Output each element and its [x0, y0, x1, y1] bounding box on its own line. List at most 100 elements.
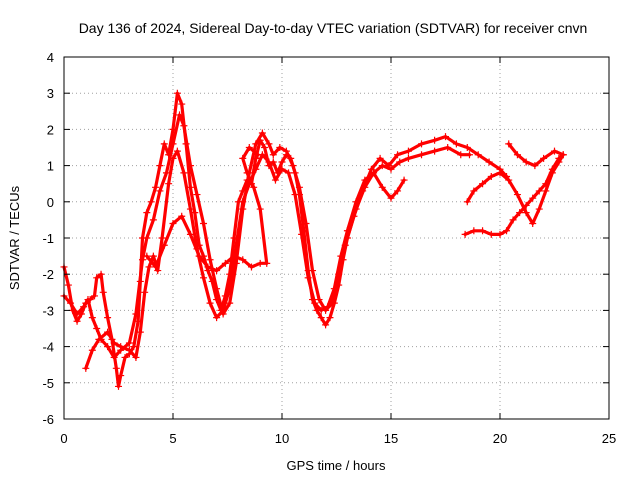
data-point [256, 259, 264, 267]
data-point [258, 129, 266, 137]
data-point [147, 198, 155, 206]
data-point [226, 285, 234, 293]
y-tick-label: -4 [42, 340, 54, 355]
x-tick-label: 5 [169, 431, 176, 446]
data-point [156, 162, 164, 170]
data-point [265, 158, 273, 166]
data-point [178, 100, 186, 108]
data-series [60, 89, 567, 390]
data-point [322, 321, 330, 329]
data-point [125, 346, 133, 354]
data-point [152, 263, 160, 271]
data-point [496, 169, 504, 177]
x-axis-label: GPS time / hours [287, 458, 386, 473]
data-point [99, 288, 107, 296]
data-point [516, 209, 524, 217]
data-point [470, 187, 478, 195]
data-point [91, 292, 99, 300]
data-point [315, 296, 323, 304]
data-point [542, 187, 550, 195]
data-point [503, 227, 511, 235]
data-point [378, 162, 386, 170]
y-tick-label: 1 [47, 159, 54, 174]
data-point [180, 169, 188, 177]
data-point [343, 227, 351, 235]
data-point [278, 165, 286, 173]
data-point [282, 147, 290, 155]
data-point [463, 144, 471, 151]
data-point [442, 133, 449, 141]
data-point [271, 176, 279, 184]
data-point [160, 241, 168, 249]
y-tick-label: -1 [42, 231, 54, 246]
data-point [169, 154, 177, 162]
data-point [276, 144, 284, 151]
data-point [165, 180, 173, 188]
data-point [513, 191, 521, 199]
y-tick-label: -6 [42, 412, 54, 427]
data-point [522, 209, 530, 217]
data-point [143, 252, 151, 260]
data-point [461, 230, 469, 238]
x-tick-label: 25 [602, 431, 616, 446]
data-point [104, 314, 112, 322]
data-point [431, 136, 439, 144]
data-point [230, 252, 238, 260]
data-point [152, 183, 160, 191]
data-point [535, 205, 543, 213]
data-point [104, 343, 112, 351]
data-point [250, 183, 258, 191]
data-point [141, 288, 149, 296]
data-point [505, 140, 513, 148]
data-point [378, 183, 386, 191]
y-tick-label: 4 [47, 50, 54, 65]
data-point [452, 140, 460, 148]
x-tick-label: 0 [60, 431, 67, 446]
data-point [226, 299, 234, 307]
data-point [82, 364, 90, 372]
data-point [84, 296, 92, 304]
data-point [252, 165, 260, 173]
data-point [162, 169, 170, 177]
data-point [239, 256, 247, 264]
series-line-satellite-track-3 [84, 149, 406, 370]
data-point [479, 227, 487, 235]
data-point [278, 158, 286, 166]
data-point [298, 230, 306, 238]
data-point [394, 151, 402, 159]
data-point [93, 325, 101, 332]
data-point [376, 154, 384, 162]
data-point [265, 140, 273, 148]
data-point [487, 230, 495, 238]
data-point [540, 154, 548, 162]
data-point [110, 353, 118, 361]
y-tick-label: 3 [47, 86, 54, 101]
data-point [88, 314, 96, 322]
x-tick-label: 15 [384, 431, 398, 446]
data-point [121, 353, 129, 361]
data-point [309, 267, 317, 275]
data-point [535, 187, 543, 195]
data-point [112, 364, 120, 372]
data-point [204, 263, 212, 271]
data-point [232, 241, 240, 249]
data-point [302, 220, 310, 228]
data-point [291, 191, 299, 199]
data-point [221, 259, 229, 267]
data-point [479, 180, 487, 188]
data-point [145, 263, 153, 271]
data-point [95, 335, 103, 343]
data-point [496, 230, 504, 238]
data-point [295, 183, 303, 191]
data-point [200, 220, 208, 228]
data-point [173, 89, 181, 97]
data-point [80, 303, 88, 311]
data-point [505, 176, 513, 184]
data-point [529, 194, 537, 202]
data-point [67, 299, 75, 307]
data-point [485, 158, 493, 166]
data-point [115, 382, 122, 390]
data-point [97, 270, 105, 278]
data-point [186, 205, 194, 213]
